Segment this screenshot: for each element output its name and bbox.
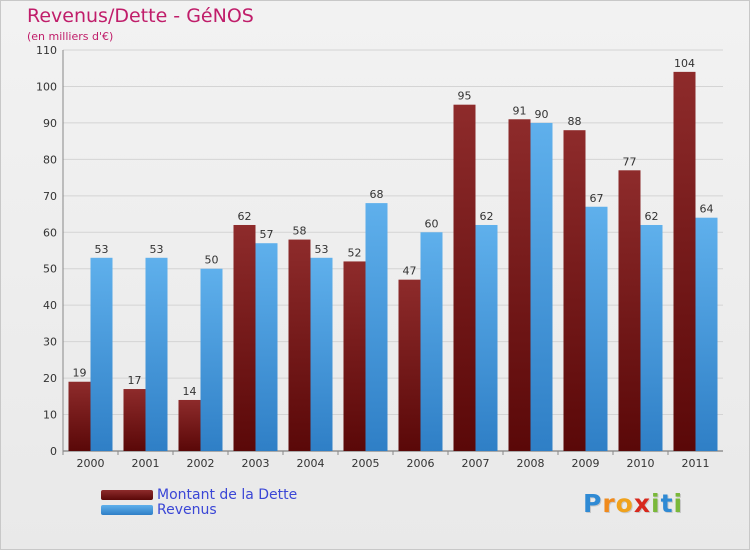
x-tick-label: 2010 [627,457,655,470]
data-label-revenus: 60 [425,217,439,230]
bar-dette [343,261,366,451]
data-label-revenus: 50 [205,254,219,267]
grid-lines [63,49,723,452]
bar-dette [123,389,146,451]
x-tick-label: 2007 [462,457,490,470]
data-label-dette: 104 [674,57,695,70]
data-label-dette: 52 [348,246,362,259]
x-tick-label: 2000 [77,457,105,470]
chart-subtitle: (en milliers d'€) [27,30,114,43]
bar-revenus [475,224,498,451]
x-tick-label: 2001 [132,457,160,470]
bar-dette [563,130,586,451]
data-labels: 19 53 17 53 14 50 62 57 58 53 52 68 47 60 95 62 91 90 88 67… [73,57,714,398]
data-label-dette: 14 [183,385,197,398]
x-tick-label: 2008 [517,457,545,470]
data-label-revenus: 62 [480,210,494,223]
data-label-dette: 77 [623,155,637,168]
x-tick-label: 2011 [682,457,710,470]
data-label-revenus: 64 [700,203,714,216]
data-label-revenus: 53 [315,243,329,256]
data-label-dette: 58 [293,225,307,238]
bar-revenus [640,224,663,451]
x-tick-label: 2003 [242,457,270,470]
x-tick-label: 2009 [572,457,600,470]
bar-revenus [200,268,223,451]
proxiti-logo: Proxiti [583,489,683,518]
y-tick-label: 100 [36,80,57,93]
bar-revenus [530,122,553,451]
data-label-revenus: 68 [370,188,384,201]
x-tick-label: 2006 [407,457,435,470]
data-label-revenus: 90 [535,108,549,121]
logo-letter: o [615,489,634,518]
logo-letter: i [673,489,684,518]
data-label-dette: 19 [73,367,87,380]
y-tick-label: 110 [36,44,57,57]
data-label-revenus: 57 [260,228,274,241]
data-label-revenus: 53 [95,243,109,256]
logo-letter: i [651,489,661,518]
logo-letter: x [633,489,651,518]
y-tick-label: 0 [50,445,57,458]
y-tick-label: 10 [43,409,57,422]
data-label-dette: 91 [513,104,527,117]
logo-letter: r [602,489,616,518]
bar-dette [233,224,256,451]
bar-dette [398,279,421,451]
bar-dette [673,71,696,451]
data-label-dette: 62 [238,210,252,223]
data-label-revenus: 67 [590,192,604,205]
bar-revenus [420,232,443,451]
bar-revenus [695,217,718,451]
y-tick-label: 40 [43,299,57,312]
x-tick-label: 2005 [352,457,380,470]
axes: 0 10 20 30 40 50 60 70 80 90 100 110 2000 2001 2002 200… [36,44,710,470]
legend-swatch-revenus [101,505,153,515]
data-label-dette: 88 [568,115,582,128]
bar-dette [618,170,641,452]
bar-dette [288,239,311,451]
bar-revenus [90,257,113,451]
x-tick-label: 2004 [297,457,325,470]
y-tick-label: 80 [43,153,57,166]
y-tick-label: 20 [43,372,57,385]
bar-revenus [145,257,168,451]
legend-label-revenus: Revenus [157,502,217,518]
legend-label-dette: Montant de la Dette [157,487,298,503]
y-tick-label: 50 [43,263,57,276]
data-label-revenus: 53 [150,243,164,256]
bar-revenus [585,206,608,451]
data-label-dette: 17 [128,374,142,387]
legend-swatch-dette [101,490,153,500]
y-tick-label: 70 [43,190,57,203]
x-tick-label: 2002 [187,457,215,470]
bar-dette [178,399,201,451]
bar-revenus [255,243,278,451]
y-tick-label: 90 [43,117,57,130]
bars [68,71,718,452]
chart-title: Revenus/Dette - GéNOS [27,5,254,27]
bar-revenus [365,203,388,451]
y-tick-label: 60 [43,226,57,239]
bar-dette [68,381,91,451]
bar-dette [453,104,476,451]
data-label-revenus: 62 [645,210,659,223]
bar-dette [508,119,531,451]
data-label-dette: 47 [403,265,417,278]
y-tick-label: 30 [43,336,57,349]
data-label-dette: 95 [458,90,472,103]
logo-letter: t [660,489,674,518]
bar-revenus [310,257,333,451]
logo-letter: P [583,489,603,518]
